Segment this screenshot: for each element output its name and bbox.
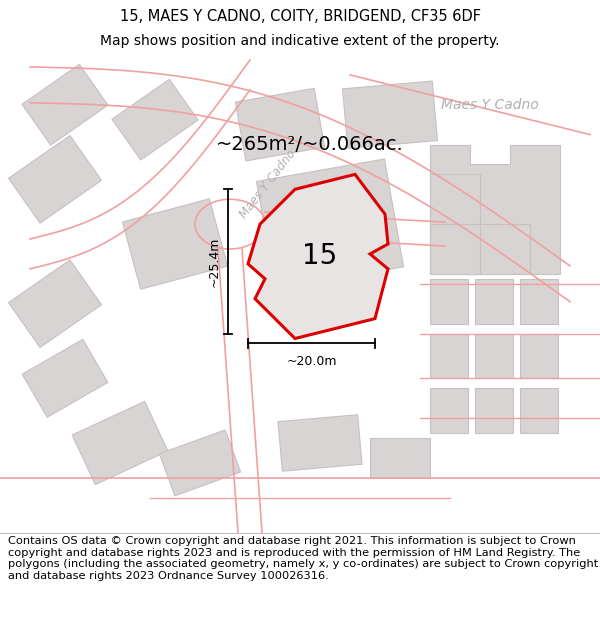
Polygon shape — [430, 334, 468, 378]
Polygon shape — [475, 334, 513, 378]
Polygon shape — [430, 174, 480, 224]
Polygon shape — [430, 224, 480, 274]
Polygon shape — [480, 224, 530, 274]
Polygon shape — [430, 144, 560, 274]
Polygon shape — [343, 81, 437, 148]
Polygon shape — [475, 388, 513, 433]
Polygon shape — [256, 159, 404, 289]
Polygon shape — [430, 279, 468, 324]
Polygon shape — [22, 64, 108, 145]
Polygon shape — [72, 401, 168, 484]
Polygon shape — [430, 388, 468, 433]
Polygon shape — [520, 388, 558, 433]
Text: Maes Y Cadno: Maes Y Cadno — [441, 98, 539, 112]
Polygon shape — [475, 279, 513, 324]
Polygon shape — [370, 438, 430, 478]
Polygon shape — [520, 279, 558, 324]
Polygon shape — [235, 88, 325, 161]
Text: 15: 15 — [302, 242, 338, 270]
Polygon shape — [8, 260, 101, 348]
Polygon shape — [112, 79, 198, 160]
Polygon shape — [278, 415, 362, 471]
Text: ~25.4m: ~25.4m — [208, 236, 221, 287]
Polygon shape — [248, 174, 388, 339]
Polygon shape — [160, 430, 241, 496]
Polygon shape — [22, 339, 108, 418]
Polygon shape — [8, 136, 101, 223]
Text: ~20.0m: ~20.0m — [286, 355, 337, 368]
Text: Contains OS data © Crown copyright and database right 2021. This information is : Contains OS data © Crown copyright and d… — [8, 536, 598, 581]
Polygon shape — [122, 199, 227, 289]
Polygon shape — [520, 334, 558, 378]
Text: 15, MAES Y CADNO, COITY, BRIDGEND, CF35 6DF: 15, MAES Y CADNO, COITY, BRIDGEND, CF35 … — [119, 9, 481, 24]
Text: ~265m²/~0.066ac.: ~265m²/~0.066ac. — [216, 135, 404, 154]
Text: Map shows position and indicative extent of the property.: Map shows position and indicative extent… — [100, 34, 500, 48]
Text: Maes Y Cadno: Maes Y Cadno — [237, 148, 299, 221]
